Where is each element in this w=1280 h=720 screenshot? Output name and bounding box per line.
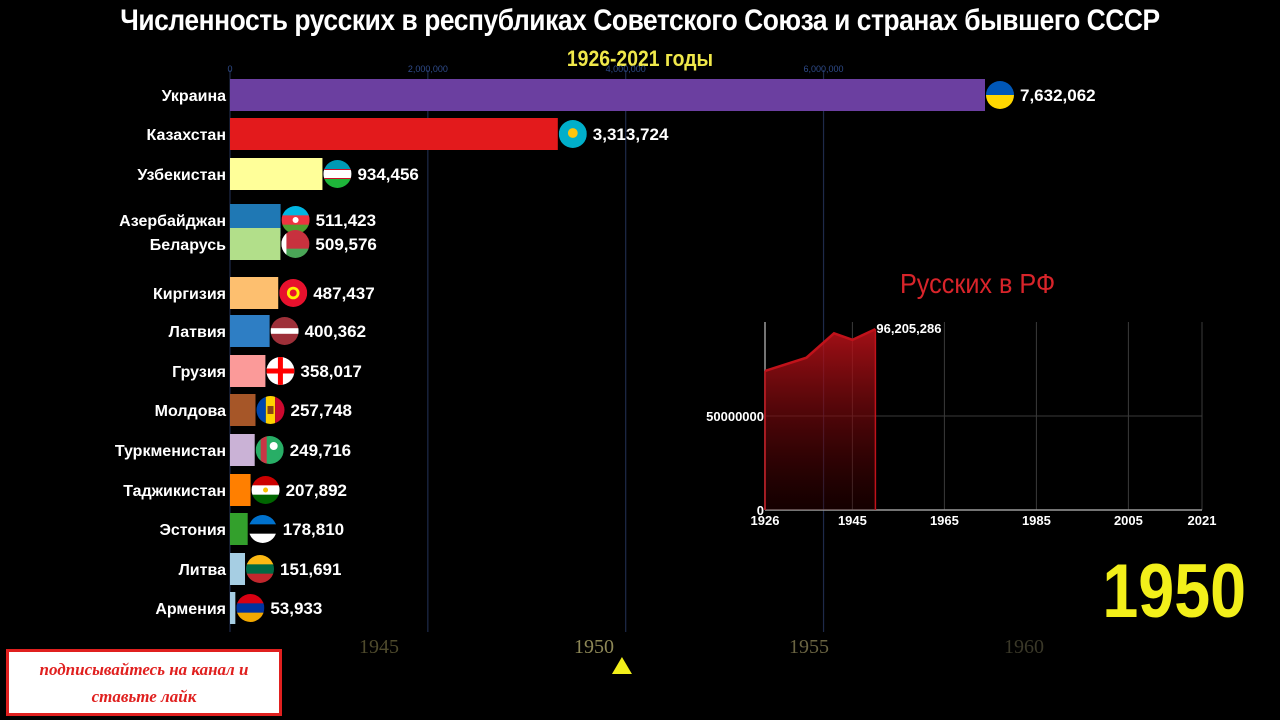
x-tick-label: 2,000,000 [408,64,448,74]
bar [230,513,248,545]
x-tick-label: 0 [227,64,232,74]
rf-x-tick-label: 1965 [930,513,959,528]
rf-area [765,329,876,510]
subscribe-text-line1: подписывайтесь на канал и [39,659,249,679]
lithuania-flag [246,555,275,583]
bar [230,434,255,466]
rf-x-tick-label: 1985 [1022,513,1051,528]
category-label: Грузия [172,364,226,381]
bar [230,118,558,150]
chart-subtitle: 1926-2021 годы [566,46,714,71]
bar [230,277,279,309]
value-label: 207,892 [286,481,347,500]
timeline-year-label: 1955 [789,636,829,658]
category-label: Молдова [155,403,226,420]
category-label: Узбекистан [137,167,226,184]
bar [230,394,256,426]
value-label: 7,632,062 [1020,86,1096,105]
bar [230,315,270,347]
value-label: 249,716 [290,441,351,460]
value-label: 400,362 [305,322,366,341]
category-label: Туркменистан [115,443,226,460]
category-label: Литва [179,562,227,579]
timeline-year-label: 1950 [574,636,614,658]
rf-x-tick-label: 2021 [1188,513,1217,528]
value-label: 53,933 [270,599,322,618]
category-label: Азербайджан [119,213,226,230]
bar [230,592,236,624]
value-label: 487,437 [313,284,374,303]
value-label: 358,017 [300,362,361,381]
rf-line [764,328,876,373]
x-tick-label: 4,000,000 [606,64,646,74]
georgia-flag [266,357,295,385]
rf-x-tick-label: 1926 [751,513,780,528]
rf-y-tick-label: 50000000 [706,409,764,424]
value-label: 257,748 [290,401,351,420]
armenia-flag [236,594,265,622]
rf-x-tick-label: 2005 [1114,513,1143,528]
bar [230,228,281,260]
subscribe-banner[interactable]: подписывайтесь на канал и ставьте лайк [6,649,282,716]
category-label: Украина [162,88,227,105]
category-label: Латвия [169,324,226,341]
kyrgyzstan-flag [279,279,308,307]
ukraine-flag [986,81,1014,109]
category-label: Киргизия [153,286,226,303]
value-label: 934,456 [357,165,418,184]
x-tick-label: 6,000,000 [804,64,844,74]
category-label: Казахстан [147,127,227,144]
bar [230,355,266,387]
chart-title: Численность русских в республиках Советс… [120,4,1160,37]
moldova-flag [256,396,285,424]
rf-y-tick-label: 0 [757,503,764,518]
rf-end-value-label: 96,205,286 [876,321,941,336]
rf-chart-title: Русских в РФ [900,268,1056,299]
category-label: Беларусь [150,237,226,254]
value-label: 151,691 [280,560,341,579]
latvia-flag [270,317,299,345]
value-label: 509,576 [315,235,376,254]
bar [230,553,246,585]
estonia-flag [248,515,277,543]
timeline-marker-icon [611,657,632,674]
belarus-flag [281,230,310,258]
value-label: 511,423 [316,211,377,230]
value-label: 178,810 [283,520,344,539]
turkmenistan-flag [255,436,284,464]
timeline-year-label: 1945 [359,636,399,658]
azerbaijan-flag [281,206,310,234]
bar [230,79,985,111]
kazakhstan-flag [558,120,587,148]
bar [230,158,323,190]
bar [230,474,251,506]
rf-x-tick-label: 1945 [838,513,867,528]
category-label: Эстония [159,522,226,539]
subscribe-text-line2: ставьте лайк [91,686,197,706]
category-label: Таджикистан [123,483,226,500]
tajikistan-flag [251,476,280,504]
timeline-year-label: 1960 [1004,636,1044,658]
value-label: 3,313,724 [593,125,669,144]
current-year-label: 1950 [1102,549,1246,634]
uzbekistan-flag [323,160,352,188]
category-label: Армения [155,601,226,618]
